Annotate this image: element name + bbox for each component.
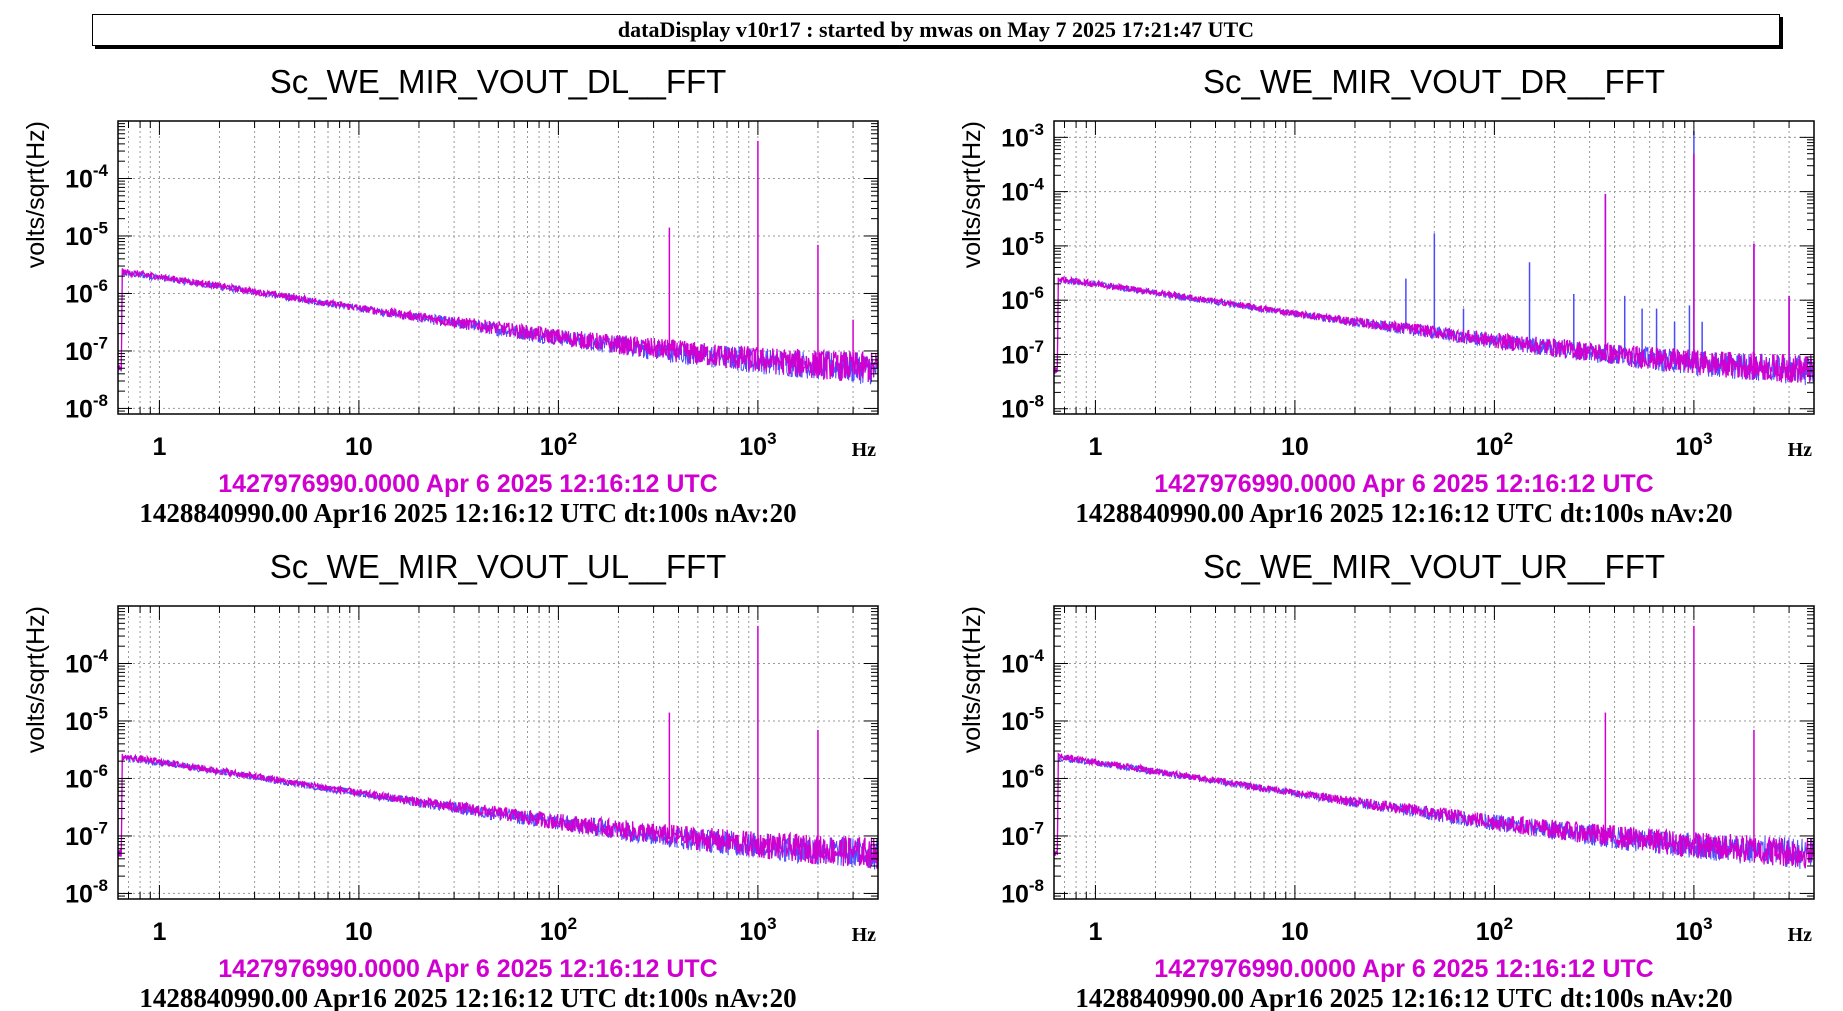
x-tick-label: 103 [1675,914,1712,946]
y-tick-label: 10-5 [65,219,108,251]
y-tick-label: 10-7 [1001,337,1044,369]
measurement-footer: 1428840990.00 Apr16 2025 12:16:12 UTC dt… [139,983,796,1011]
x-tick-label: 10 [1281,433,1309,461]
x-tick-label: 103 [739,429,776,461]
fft-panel-2: Sc_WE_MIR_VOUT_DR__FFT 1 10 102 103 10-8 10-7 1… [958,63,1815,528]
y-axis-label: volts/sqrt(Hz) [958,121,986,268]
y-tick-label: 10-5 [65,704,108,736]
reference-time-label: 1427976990.0000 Apr 6 2025 12:16:12 UTC [218,955,717,983]
y-tick-label: 10-4 [1001,646,1044,678]
current-trace [1053,752,1815,869]
y-tick-label: 10-6 [1001,761,1044,793]
axis-ticks [118,606,878,899]
x-tick-label: 102 [540,914,577,946]
grid-lines [1054,606,1814,899]
x-tick-label: 1 [152,433,166,461]
axis-ticks [1054,606,1814,899]
y-tick-label: 10-5 [1001,704,1044,736]
x-tick-label: 10 [345,918,373,946]
current-trace [117,753,879,869]
x-tick-label: 1 [1088,433,1102,461]
y-tick-label: 10-6 [65,276,108,308]
x-tick-label: 10 [345,433,373,461]
fft-panel-3: Sc_WE_MIR_VOUT_UL__FFT 1 10 102 103 10-8 10-7 1… [22,548,879,1011]
grid-lines [118,606,878,899]
current-trace [117,268,879,383]
y-tick-label: 10-8 [1001,391,1044,423]
y-tick-label: 10-4 [65,646,108,678]
measurement-footer: 1428840990.00 Apr16 2025 12:16:12 UTC dt… [139,498,796,528]
y-tick-label: 10-8 [65,876,108,908]
x-tick-label: 102 [1476,429,1513,461]
x-tick-label: 102 [540,429,577,461]
y-tick-label: 10-7 [65,334,108,366]
axis-ticks [118,121,878,414]
measurement-footer: 1428840990.00 Apr16 2025 12:16:12 UTC dt… [1075,983,1732,1011]
chart-title: Sc_WE_MIR_VOUT_DL__FFT [270,63,727,100]
y-tick-label: 10-7 [65,819,108,851]
x-tick-label: 102 [1476,914,1513,946]
y-tick-label: 10-8 [1001,876,1044,908]
x-axis-label: Hz [852,924,877,946]
chart-title: Sc_WE_MIR_VOUT_UR__FFT [1203,548,1665,585]
current-trace [1053,275,1815,383]
y-tick-label: 10-3 [1001,120,1044,152]
x-axis-label: Hz [1788,439,1813,461]
display-header: dataDisplay v10r17 : started by mwas on … [92,14,1780,46]
y-tick-label: 10-4 [1001,174,1044,206]
y-axis-label: volts/sqrt(Hz) [22,121,50,268]
y-axis-label: volts/sqrt(Hz) [22,606,50,753]
x-axis-label: Hz [852,439,877,461]
x-tick-label: 1 [1088,918,1102,946]
y-tick-label: 10-8 [65,391,108,423]
y-tick-label: 10-7 [1001,819,1044,851]
fft-panel-1: Sc_WE_MIR_VOUT_DL__FFT 1 10 102 103 10-8 10-7 1… [22,63,879,528]
x-tick-label: 103 [739,914,776,946]
x-tick-label: 10 [1281,918,1309,946]
axis-ticks [1054,121,1814,414]
reference-time-label: 1427976990.0000 Apr 6 2025 12:16:12 UTC [1154,470,1653,498]
fft-panel-4: Sc_WE_MIR_VOUT_UR__FFT 1 10 102 103 10-8 10-7 1… [958,548,1815,1011]
y-tick-label: 10-6 [65,761,108,793]
x-tick-label: 103 [1675,429,1712,461]
chart-title: Sc_WE_MIR_VOUT_UL__FFT [270,548,727,585]
measurement-footer: 1428840990.00 Apr16 2025 12:16:12 UTC dt… [1075,498,1732,528]
reference-time-label: 1427976990.0000 Apr 6 2025 12:16:12 UTC [1154,955,1653,983]
x-tick-label: 1 [152,918,166,946]
y-tick-label: 10-4 [65,161,108,193]
y-tick-label: 10-6 [1001,283,1044,315]
x-axis-label: Hz [1788,924,1813,946]
reference-time-label: 1427976990.0000 Apr 6 2025 12:16:12 UTC [218,470,717,498]
chart-title: Sc_WE_MIR_VOUT_DR__FFT [1203,63,1665,100]
y-axis-label: volts/sqrt(Hz) [958,606,986,753]
y-tick-label: 10-5 [1001,229,1044,261]
